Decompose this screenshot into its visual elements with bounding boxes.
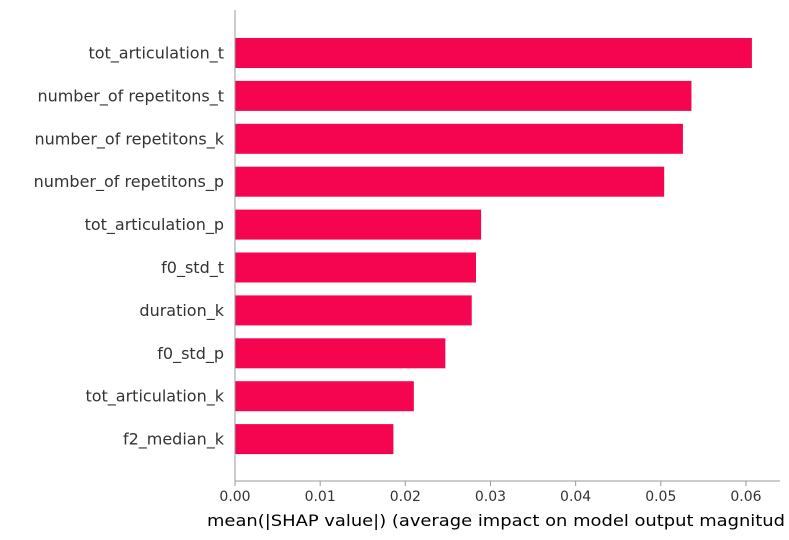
- bar-7: [235, 338, 445, 368]
- bar-8: [235, 381, 414, 411]
- x-tick-label-4: 0.04: [560, 489, 591, 505]
- x-tick-label-5: 0.05: [645, 489, 676, 505]
- x-tick-label-2: 0.02: [390, 489, 421, 505]
- category-label-4: tot_articulation_p: [85, 215, 224, 235]
- bar-6: [235, 295, 472, 325]
- bar-2: [235, 124, 683, 154]
- category-label-3: number_of repetitons_p: [34, 172, 224, 192]
- category-label-5: f0_std_t: [161, 258, 224, 278]
- x-tick-label-1: 0.01: [305, 489, 336, 505]
- category-label-0: tot_articulation_t: [88, 44, 224, 64]
- category-labels: tot_articulation_t number_of repetitons_t…: [34, 44, 225, 450]
- category-label-8: tot_articulation_k: [85, 387, 224, 407]
- category-label-1: number_of repetitons_t: [37, 86, 224, 106]
- bar-9: [235, 424, 393, 454]
- bars-group: [235, 38, 752, 454]
- x-tick-label-6: 0.06: [730, 489, 761, 505]
- bar-0: [235, 38, 752, 68]
- x-tick-label-3: 0.03: [475, 489, 506, 505]
- bar-1: [235, 81, 691, 111]
- x-axis-title: mean(|SHAP value|) (average impact on mo…: [207, 511, 785, 530]
- x-tick-label-0: 0.00: [219, 489, 250, 505]
- category-label-2: number_of repetitons_k: [34, 129, 224, 149]
- bar-5: [235, 253, 476, 283]
- category-label-7: f0_std_p: [157, 344, 224, 364]
- category-label-6: duration_k: [139, 301, 224, 321]
- x-ticks-group: 0.00 0.01 0.02 0.03 0.04 0.05 0.06: [219, 481, 761, 505]
- bar-3: [235, 167, 664, 197]
- bar-4: [235, 210, 481, 240]
- category-label-9: f2_median_k: [123, 430, 225, 450]
